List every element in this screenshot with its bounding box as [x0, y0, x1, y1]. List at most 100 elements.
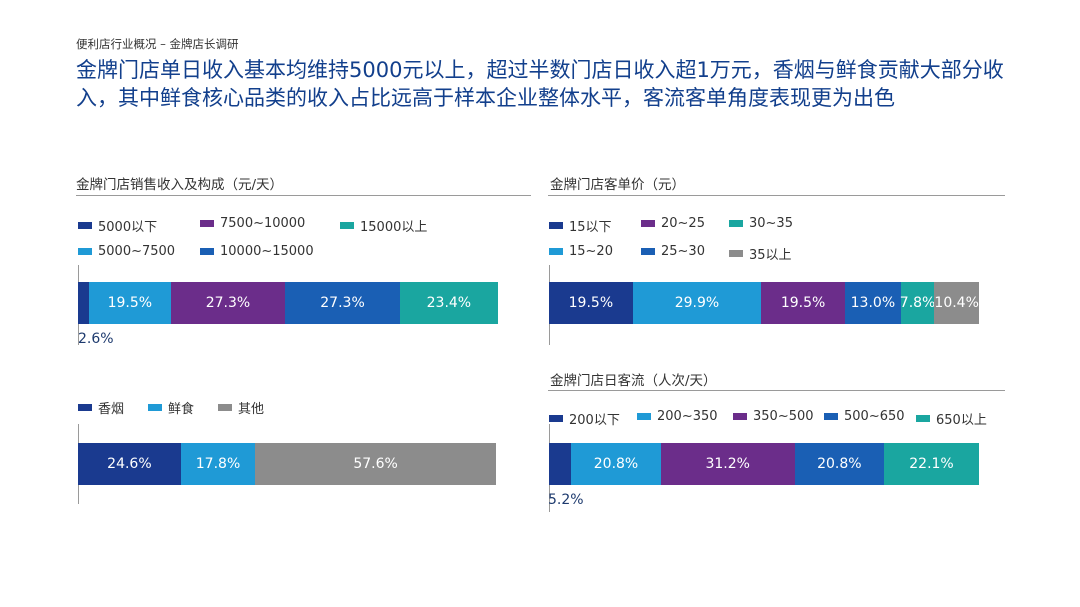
legend-swatch [78, 404, 92, 411]
bar-segment-30~35: 7.8% [899, 282, 936, 324]
bar-segment-15000以上: 23.4% [399, 282, 498, 324]
legend-item: 其他 [218, 398, 264, 417]
legend-swatch [824, 413, 838, 420]
legend-label: 10000~15000 [220, 244, 314, 259]
legend-swatch [729, 220, 743, 227]
legend-item: 500~650 [824, 409, 905, 424]
data-label: 23.4% [426, 295, 472, 311]
legend-label: 香烟 [98, 402, 125, 417]
legend-label: 15000以上 [360, 220, 428, 235]
legend-label: 500~650 [844, 409, 905, 424]
legend-label: 鲜食 [168, 402, 195, 417]
legend-swatch [729, 250, 743, 257]
legend-item: 650以上 [916, 409, 987, 428]
legend-swatch [200, 248, 214, 255]
bar-segment-25~30: 13.0% [844, 282, 901, 324]
legend-swatch [200, 220, 214, 227]
panel-divider [76, 195, 531, 196]
page-headline: 金牌门店单日收入基本均维持5000元以上，超过半数门店日收入超1万元，香烟与鲜食… [76, 58, 1004, 110]
legend-item: 香烟 [78, 398, 124, 417]
data-label: 19.5% [780, 295, 826, 311]
breadcrumb: 便利店行业概况 – 金牌店长调研 [76, 37, 239, 51]
bar-segment-500~650: 20.8% [794, 443, 885, 485]
legend-item: 25~30 [641, 244, 705, 259]
legend-item: 15以下 [549, 216, 612, 235]
data-label: 13.0% [850, 295, 896, 311]
chart-title-daily-traffic: 金牌门店日客流（人次/天） [550, 373, 717, 389]
data-label: 27.3% [205, 295, 251, 311]
bar-segment-200以下 [549, 443, 572, 485]
data-label-external: 5.2% [548, 492, 584, 508]
legend-label: 650以上 [936, 413, 987, 428]
legend-swatch [733, 413, 747, 420]
bar-segment-鲜食: 17.8% [180, 443, 256, 485]
bar-segment-15~20: 29.9% [632, 282, 762, 324]
data-label: 20.8% [817, 456, 862, 472]
data-label: 7.8% [899, 295, 936, 311]
data-label: 57.6% [353, 456, 398, 472]
legend-label: 其他 [238, 402, 265, 417]
legend-item: 350~500 [733, 409, 814, 424]
legend-item: 5000~7500 [78, 244, 175, 259]
legend-label: 7500~10000 [220, 216, 306, 231]
legend-label: 350~500 [753, 409, 814, 424]
bar-segment-10000~15000: 27.3% [285, 282, 400, 324]
bar-segment-35以上: 10.4% [934, 282, 979, 324]
stacked-bar-daily-traffic: 20.8% 31.2% 20.8% 22.1% [549, 443, 979, 485]
legend-swatch [916, 415, 930, 422]
bar-segment-20~25: 19.5% [761, 282, 845, 324]
bar-segment-200~350: 20.8% [571, 443, 661, 485]
legend-swatch [78, 248, 92, 255]
bar-segment-5000以下 [78, 282, 89, 324]
bar-segment-15以下: 19.5% [549, 282, 633, 324]
legend-swatch [78, 222, 92, 229]
legend-label: 200以下 [569, 413, 620, 428]
stacked-bar-avg-ticket: 19.5% 29.9% 19.5% 13.0% 7.8% 10.4% [549, 282, 979, 324]
legend-label: 15以下 [569, 220, 612, 235]
data-label: 17.8% [195, 456, 241, 472]
panel-divider [548, 195, 1005, 196]
chart-title-avg-ticket: 金牌门店客单价（元） [550, 177, 685, 193]
legend-label: 200~350 [657, 409, 718, 424]
data-label: 31.2% [705, 456, 750, 472]
data-label: 27.3% [320, 295, 365, 311]
legend-label: 25~30 [661, 244, 705, 259]
bar-segment-650以上: 22.1% [884, 443, 979, 485]
legend-item: 10000~15000 [200, 244, 314, 259]
data-label: 22.1% [909, 456, 954, 472]
legend-swatch [340, 222, 354, 229]
data-label: 19.5% [568, 295, 614, 311]
stacked-bar-sales-revenue: 19.5% 27.3% 27.3% 23.4% [78, 282, 498, 324]
legend-swatch [641, 248, 655, 255]
legend-label: 5000~7500 [98, 244, 176, 259]
stacked-bar-revenue-composition: 24.6% 17.8% 57.6% [78, 443, 496, 485]
legend-swatch [549, 248, 563, 255]
legend-item: 30~35 [729, 216, 793, 231]
data-label-external: 2.6% [78, 331, 114, 347]
legend-label: 35以上 [749, 248, 792, 263]
legend-swatch [637, 413, 651, 420]
legend-item: 鲜食 [148, 398, 194, 417]
legend-item: 200以下 [549, 409, 620, 428]
chart-title-sales-revenue: 金牌门店销售收入及构成（元/天） [76, 177, 284, 193]
data-label: 20.8% [593, 456, 639, 472]
legend-item: 15~20 [549, 244, 613, 259]
legend-item: 20~25 [641, 216, 705, 231]
legend-swatch [549, 415, 563, 422]
legend-swatch [549, 222, 563, 229]
panel-divider [548, 390, 1005, 391]
bar-segment-香烟: 24.6% [78, 443, 181, 485]
legend-label: 15~20 [569, 244, 613, 259]
legend-item: 15000以上 [340, 216, 427, 235]
legend-item: 5000以下 [78, 216, 157, 235]
legend-item: 200~350 [637, 409, 718, 424]
bar-segment-其他: 57.6% [255, 443, 496, 485]
legend-label: 30~35 [749, 216, 793, 231]
legend-item: 7500~10000 [200, 216, 305, 231]
legend-label: 20~25 [661, 216, 705, 231]
legend-item: 35以上 [729, 244, 792, 263]
legend-swatch [641, 220, 655, 227]
bar-segment-5000~7500: 19.5% [88, 282, 171, 324]
bar-segment-7500~10000: 27.3% [170, 282, 286, 324]
legend-label: 5000以下 [98, 220, 158, 235]
